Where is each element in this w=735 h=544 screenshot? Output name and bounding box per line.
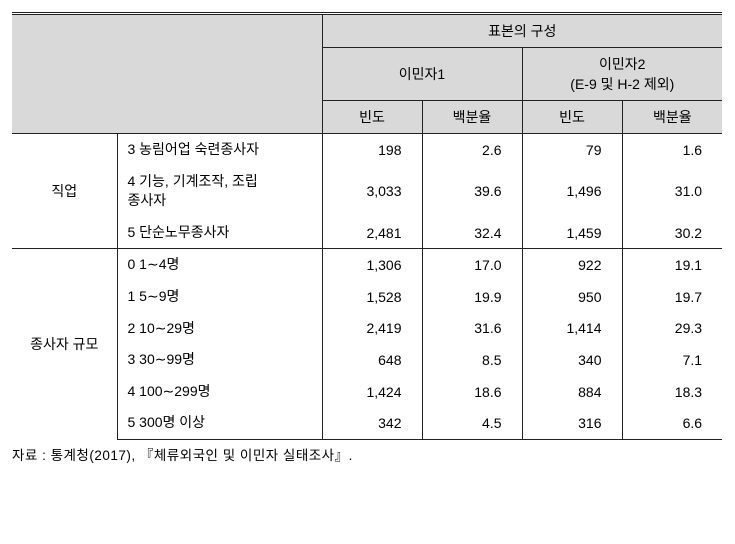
- cell-f2: 340: [522, 344, 622, 376]
- cell-f1: 648: [322, 344, 422, 376]
- row-label: 5 300명 이상: [117, 407, 322, 439]
- cell-p1: 17.0: [422, 249, 522, 281]
- cell-f1: 1,528: [322, 281, 422, 313]
- cell-p2: 1.6: [622, 134, 722, 166]
- cell-f2: 1,414: [522, 313, 622, 345]
- cell-p1: 31.6: [422, 313, 522, 345]
- header-pct-1: 백분율: [422, 101, 522, 134]
- table-header: 표본의 구성 이민자1 이민자2 (E-9 및 H-2 제외) 빈도 백분율 빈…: [12, 14, 722, 134]
- table-row: 5 단순노무종사자2,48132.41,45930.2: [12, 217, 722, 249]
- table-row: 4 기능, 기계조작, 조립 종사자3,03339.61,49631.0: [12, 166, 722, 217]
- source-note: 자료 : 통계청(2017), 『체류외국인 및 이민자 실태조사』.: [12, 444, 723, 464]
- cell-p2: 18.3: [622, 376, 722, 408]
- cell-f2: 950: [522, 281, 622, 313]
- table-row: 5 300명 이상3424.53166.6: [12, 407, 722, 439]
- cell-f2: 1,496: [522, 166, 622, 217]
- table-row: 2 10∼29명2,41931.61,41429.3: [12, 313, 722, 345]
- table-row: 직업3 농림어업 숙련종사자1982.6791.6: [12, 134, 722, 166]
- cell-f2: 316: [522, 407, 622, 439]
- cell-p2: 19.1: [622, 249, 722, 281]
- header-group2-line1: 이민자2: [599, 56, 645, 72]
- row-label: 1 5∼9명: [117, 281, 322, 313]
- cell-p2: 31.0: [622, 166, 722, 217]
- cell-p1: 32.4: [422, 217, 522, 249]
- header-group1: 이민자1: [322, 48, 522, 101]
- row-label: 3 30∼99명: [117, 344, 322, 376]
- cell-f2: 884: [522, 376, 622, 408]
- cell-f1: 342: [322, 407, 422, 439]
- cell-p1: 18.6: [422, 376, 522, 408]
- cell-p2: 29.3: [622, 313, 722, 345]
- header-freq-2: 빈도: [522, 101, 622, 134]
- cell-p2: 7.1: [622, 344, 722, 376]
- table-row: 종사자 규모0 1∼4명1,30617.092219.1: [12, 249, 722, 281]
- row-label: 5 단순노무종사자: [117, 217, 322, 249]
- row-label: 3 농림어업 숙련종사자: [117, 134, 322, 166]
- category-label: 종사자 규모: [12, 249, 117, 440]
- cell-f1: 1,306: [322, 249, 422, 281]
- cell-f1: 1,424: [322, 376, 422, 408]
- row-label: 4 기능, 기계조작, 조립 종사자: [117, 166, 322, 217]
- header-group2-line2: (E-9 및 H-2 제외): [570, 76, 674, 92]
- cell-p1: 8.5: [422, 344, 522, 376]
- table-row: 4 100∼299명1,42418.688418.3: [12, 376, 722, 408]
- header-pct-2: 백분율: [622, 101, 722, 134]
- cell-p1: 2.6: [422, 134, 522, 166]
- cell-f1: 3,033: [322, 166, 422, 217]
- cell-p1: 4.5: [422, 407, 522, 439]
- cell-f1: 2,419: [322, 313, 422, 345]
- data-table: 표본의 구성 이민자1 이민자2 (E-9 및 H-2 제외) 빈도 백분율 빈…: [12, 12, 722, 440]
- cell-p2: 19.7: [622, 281, 722, 313]
- cell-f2: 1,459: [522, 217, 622, 249]
- table-row: 3 30∼99명6488.53407.1: [12, 344, 722, 376]
- row-label: 0 1∼4명: [117, 249, 322, 281]
- category-label: 직업: [12, 134, 117, 249]
- table-body: 직업3 농림어업 숙련종사자1982.6791.64 기능, 기계조작, 조립 …: [12, 134, 722, 440]
- header-group2: 이민자2 (E-9 및 H-2 제외): [522, 48, 722, 101]
- header-freq-1: 빈도: [322, 101, 422, 134]
- cell-f2: 79: [522, 134, 622, 166]
- header-superhead: 표본의 구성: [322, 14, 722, 48]
- cell-f2: 922: [522, 249, 622, 281]
- cell-p2: 6.6: [622, 407, 722, 439]
- cell-f1: 2,481: [322, 217, 422, 249]
- header-blank: [12, 14, 322, 134]
- cell-f1: 198: [322, 134, 422, 166]
- cell-p1: 19.9: [422, 281, 522, 313]
- row-label: 2 10∼29명: [117, 313, 322, 345]
- cell-p2: 30.2: [622, 217, 722, 249]
- table-row: 1 5∼9명1,52819.995019.7: [12, 281, 722, 313]
- cell-p1: 39.6: [422, 166, 522, 217]
- row-label: 4 100∼299명: [117, 376, 322, 408]
